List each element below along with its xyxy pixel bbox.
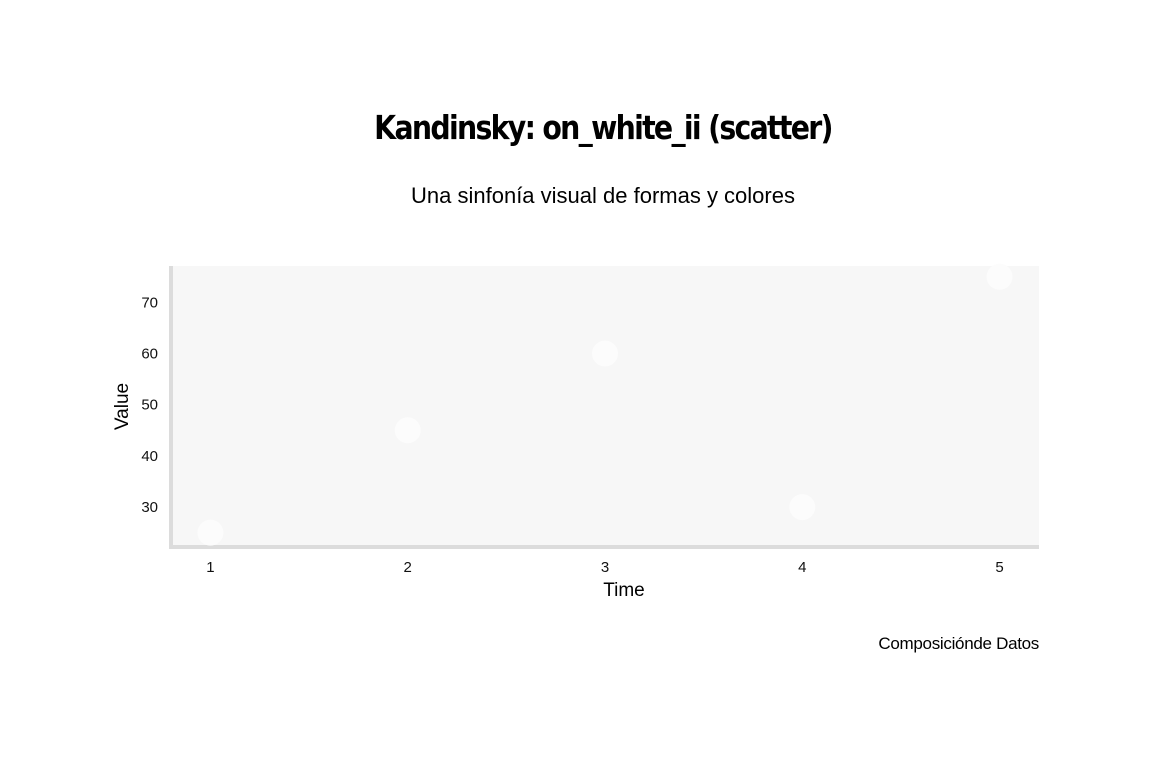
x-axis-title: Time — [603, 580, 645, 601]
x-tick-label: 5 — [995, 559, 1003, 576]
y-tick-label: 70 — [141, 294, 158, 311]
chart-title: Kandinsky: on_white_ii (scatter) — [374, 108, 833, 147]
chart-caption: Composicióndе Datos — [878, 634, 1039, 653]
y-tick-label: 60 — [141, 346, 158, 363]
data-point — [592, 340, 618, 367]
x-tick-label: 4 — [798, 559, 806, 576]
x-tick-label: 1 — [206, 559, 214, 576]
y-tick-label: 40 — [141, 448, 158, 465]
chart-subtitle: Una sinfonía visual de formas y colores — [411, 183, 795, 208]
x-tick-label: 3 — [601, 559, 609, 576]
data-points — [197, 263, 1013, 546]
x-axis-ticks: 1 2 3 4 5 — [206, 559, 1003, 576]
data-point — [986, 263, 1013, 290]
x-tick-label: 2 — [404, 559, 412, 576]
data-point — [789, 494, 816, 521]
data-point — [394, 417, 421, 444]
y-tick-label: 30 — [141, 499, 158, 516]
plot-panel — [171, 266, 1039, 547]
data-point — [197, 519, 224, 546]
y-tick-label: 50 — [141, 397, 158, 414]
y-axis-title: Value — [112, 383, 133, 430]
y-axis-ticks: 30 40 50 60 70 — [141, 294, 158, 516]
